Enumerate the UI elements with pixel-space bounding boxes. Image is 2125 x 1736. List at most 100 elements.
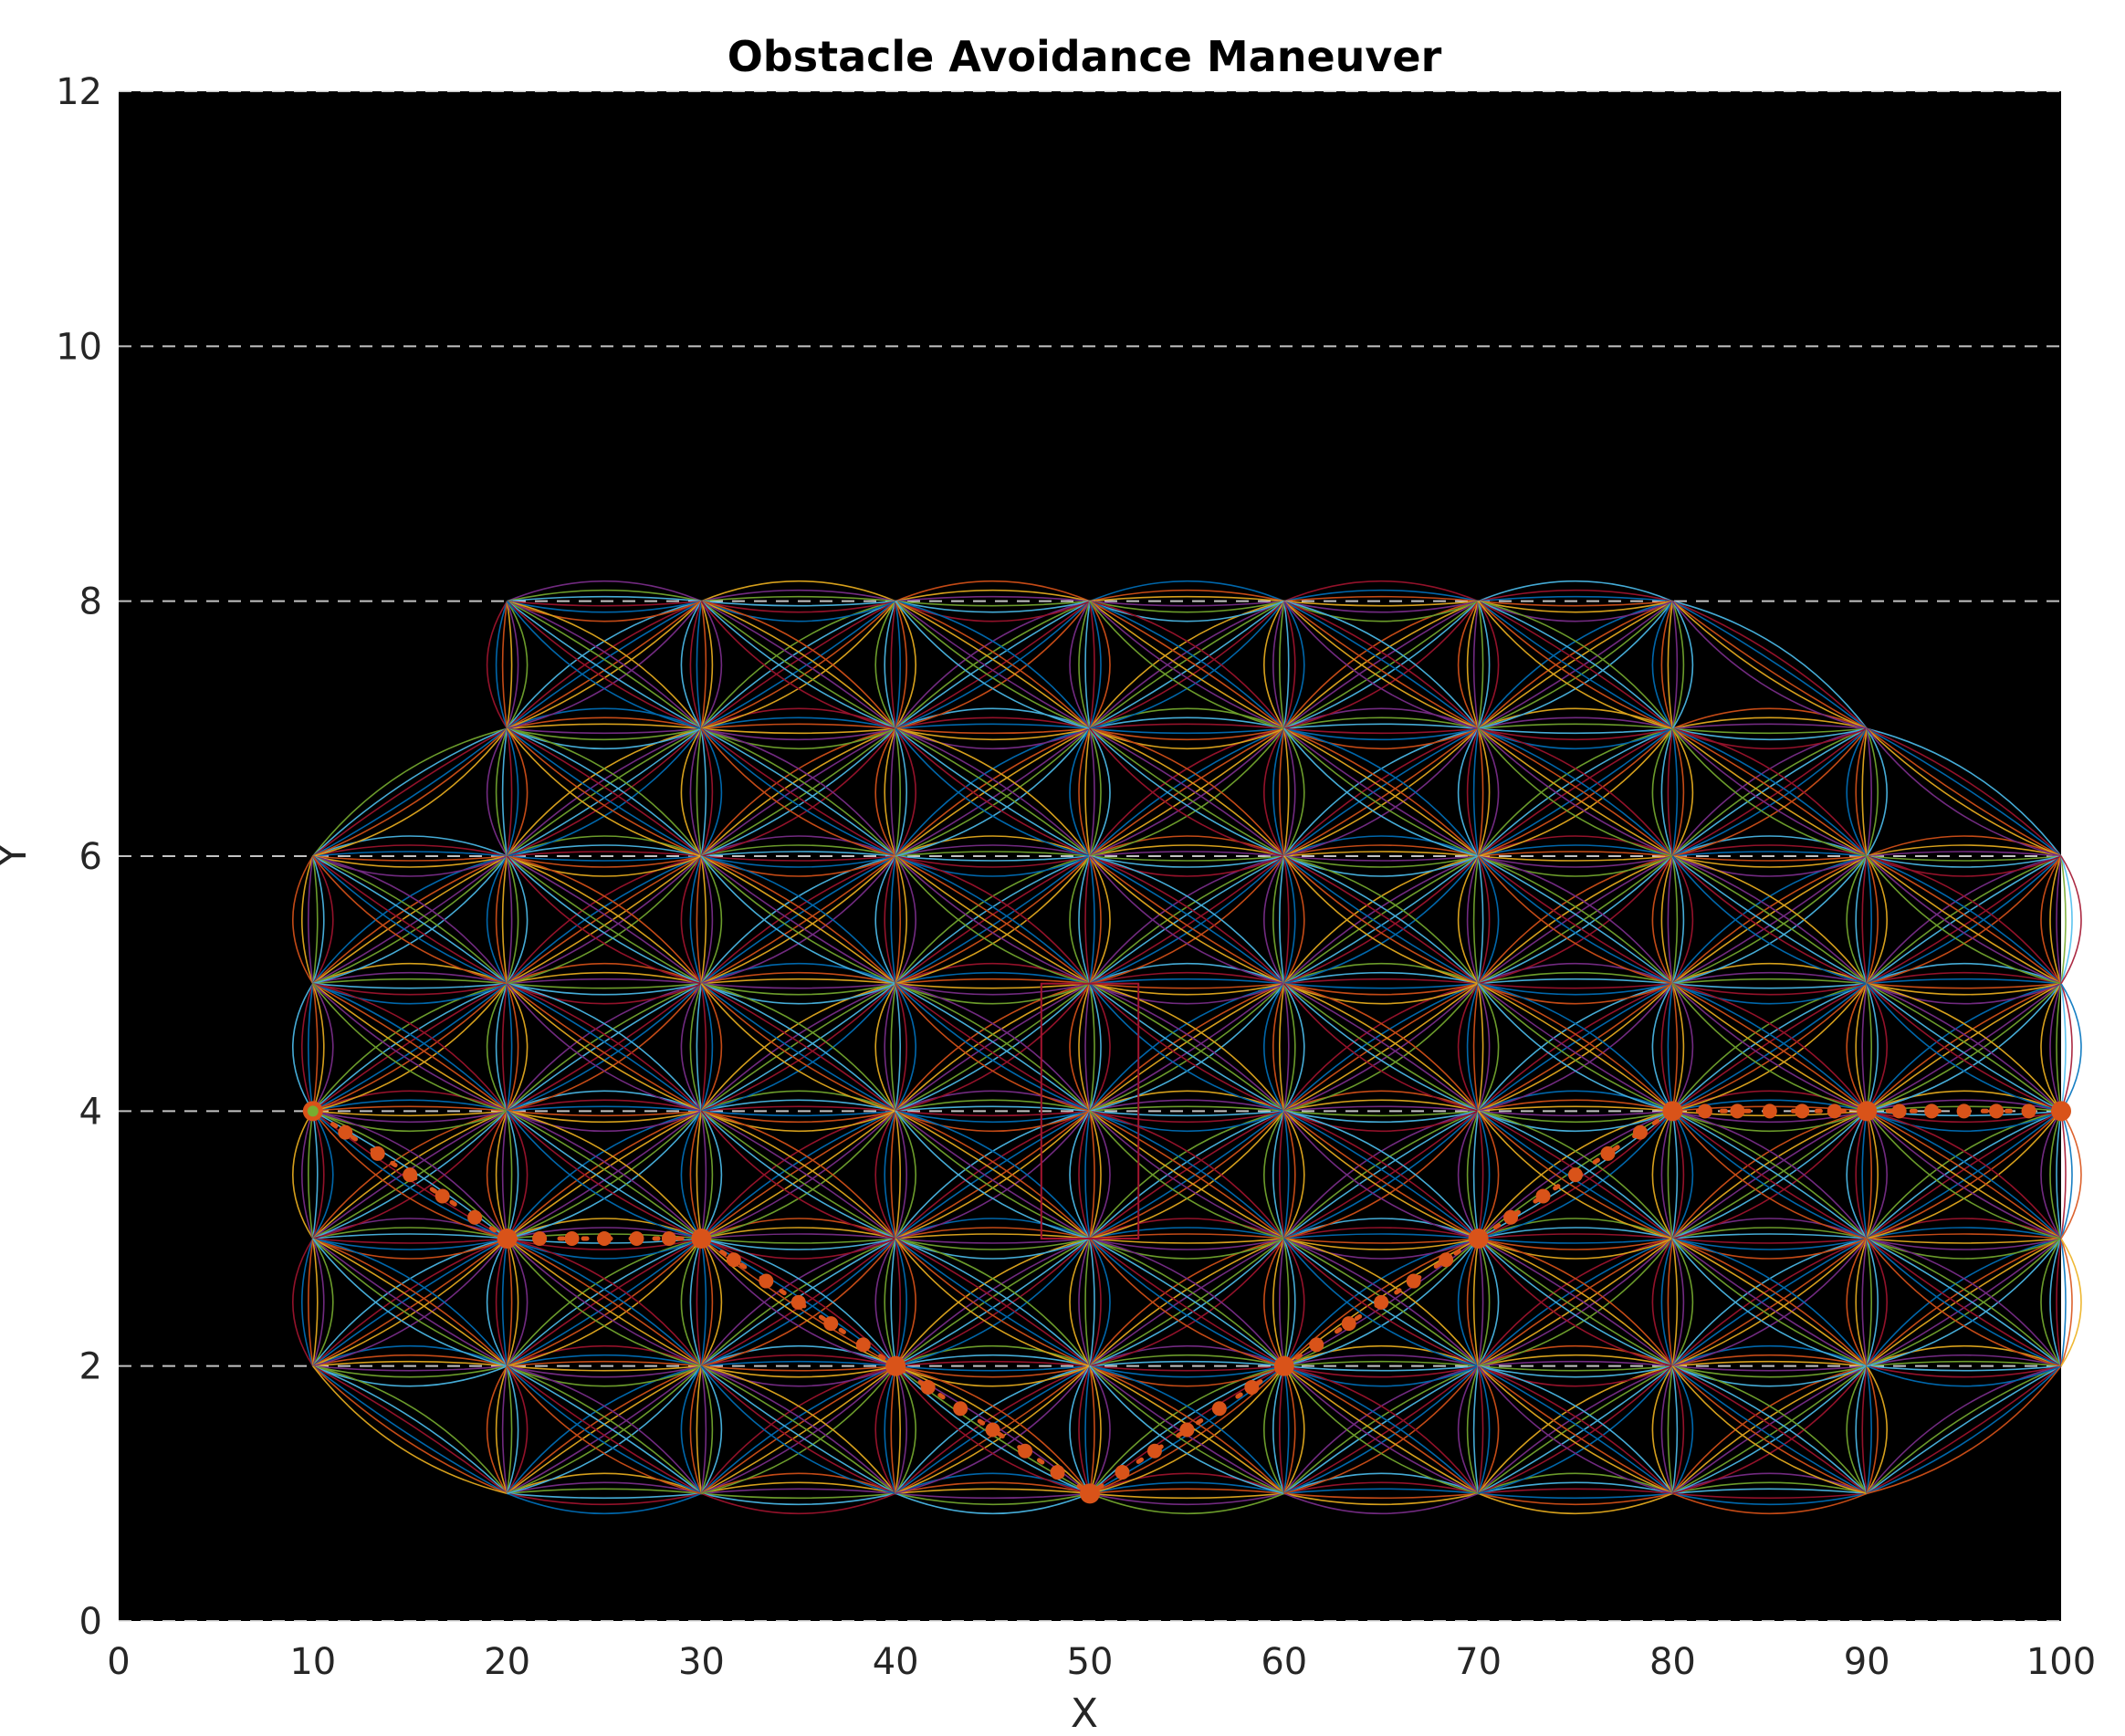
trajectory-curve	[1672, 727, 1868, 857]
trajectory-curve	[1667, 1111, 1674, 1239]
trajectory-curve	[1279, 1238, 1285, 1366]
trajectory-curve	[1867, 982, 2062, 996]
trajectory-curve	[701, 1365, 896, 1378]
trajectory-curve	[1089, 855, 1285, 985]
trajectory-curve	[1478, 855, 1673, 985]
trajectory-curve	[895, 727, 1091, 857]
trajectory-curve	[700, 855, 896, 985]
trajectory-curve	[507, 1492, 702, 1506]
trajectory-curve	[501, 1111, 508, 1239]
trajectory-curve	[1283, 982, 1479, 989]
trajectory-curve	[507, 855, 702, 985]
trajectory-curve	[701, 727, 896, 750]
path-point	[403, 1167, 418, 1183]
trajectory-curve	[312, 1110, 508, 1239]
trajectory-curve	[895, 855, 1091, 985]
trajectory-curve	[1866, 1238, 2062, 1367]
trajectory-curve	[507, 1110, 702, 1239]
trajectory-curve	[1283, 855, 1296, 984]
trajectory-curve	[2049, 1238, 2062, 1366]
path-point	[532, 1231, 548, 1246]
trajectory-curve	[700, 600, 896, 729]
trajectory-curve	[292, 855, 314, 985]
trajectory-curve	[701, 727, 896, 857]
trajectory-curve	[1283, 1233, 1479, 1239]
trajectory-curve	[1672, 600, 1868, 729]
trajectory-curve	[895, 1110, 1091, 1239]
trajectory-curve	[1478, 1238, 1674, 1367]
trajectory-curve	[1089, 1238, 1285, 1367]
trajectory-curve	[895, 983, 1091, 1113]
trajectory-curve	[701, 1110, 896, 1239]
trajectory-curve	[312, 1110, 508, 1239]
trajectory-curve	[895, 855, 1091, 985]
trajectory-curve	[1478, 851, 1673, 857]
trajectory-curve	[501, 601, 508, 729]
trajectory-curve	[1089, 727, 1285, 750]
trajectory-curve	[312, 983, 325, 1112]
trajectory-curve	[1478, 835, 1673, 857]
trajectory-curve	[1477, 982, 1673, 1112]
path-point	[467, 1209, 483, 1225]
trajectory-curve	[1466, 983, 1480, 1112]
trajectory-curve	[1671, 601, 1685, 729]
trajectory-curve	[1478, 1365, 1673, 1494]
trajectory-curve	[895, 855, 1091, 985]
trajectory-curve	[507, 1227, 702, 1239]
trajectory-curve	[701, 1492, 896, 1506]
trajectory-curve	[506, 727, 529, 857]
trajectory-curve	[1866, 1110, 1888, 1239]
trajectory-curve	[1672, 855, 1868, 985]
trajectory-curve	[895, 600, 1091, 729]
trajectory-curve	[312, 835, 508, 857]
trajectory-curve	[1089, 855, 1284, 862]
trajectory-curve	[1279, 601, 1285, 729]
trajectory-curve	[1671, 1365, 1679, 1494]
trajectory-curve	[1672, 1365, 1868, 1494]
trajectory-curve	[506, 1110, 702, 1239]
trajectory-curve	[1283, 1238, 1305, 1367]
trajectory-curve	[895, 1238, 1091, 1367]
trajectory-curve	[1283, 855, 1480, 985]
trajectory-curve	[1084, 983, 1091, 1112]
trajectory-curve	[1672, 723, 1868, 730]
trajectory-curve	[895, 1238, 1091, 1260]
trajectory-curve	[1089, 982, 1285, 1112]
trajectory-curve	[1089, 1365, 1284, 1494]
trajectory-curve	[312, 1238, 334, 1367]
trajectory-curve	[1672, 855, 1868, 877]
trajectory-curve	[1866, 855, 2062, 985]
trajectory-curve	[301, 1111, 314, 1239]
trajectory-curve	[701, 1238, 896, 1367]
trajectory-curve	[1671, 1238, 1694, 1367]
trajectory-curve	[895, 978, 1091, 985]
trajectory-curve	[874, 1110, 896, 1239]
trajectory-curve	[700, 601, 707, 729]
trajectory-curve	[696, 1365, 703, 1494]
trajectory-curve	[700, 1365, 896, 1495]
trajectory-curve	[1283, 855, 1479, 985]
trajectory-curve	[895, 601, 907, 729]
trajectory-curve	[1089, 601, 1285, 730]
trajectory-curve	[1283, 983, 1479, 1113]
trajectory-curve	[1283, 1110, 1480, 1239]
trajectory-curve	[312, 855, 508, 985]
trajectory-curve	[895, 855, 901, 984]
trajectory-curve	[312, 983, 334, 1112]
trajectory-curve	[1478, 601, 1673, 730]
trajectory-curve	[884, 1365, 896, 1494]
trajectory-curve	[1478, 1365, 1673, 1495]
trajectory-curve	[895, 1365, 1091, 1495]
trajectory-curve	[1651, 1238, 1674, 1367]
trajectory-curve	[1866, 1218, 2062, 1239]
trajectory-curve	[1478, 1110, 1673, 1124]
trajectory-curve	[507, 1238, 703, 1367]
trajectory-curve	[312, 1365, 508, 1494]
trajectory-curve	[2056, 1111, 2062, 1239]
trajectory-curve	[1283, 982, 1479, 1112]
trajectory-curve	[506, 1110, 702, 1239]
trajectory-curve	[1283, 728, 1290, 857]
trajectory-curve	[1089, 971, 1284, 985]
trajectory-curve	[1478, 1238, 1673, 1367]
trajectory-curve	[1672, 982, 1868, 1112]
